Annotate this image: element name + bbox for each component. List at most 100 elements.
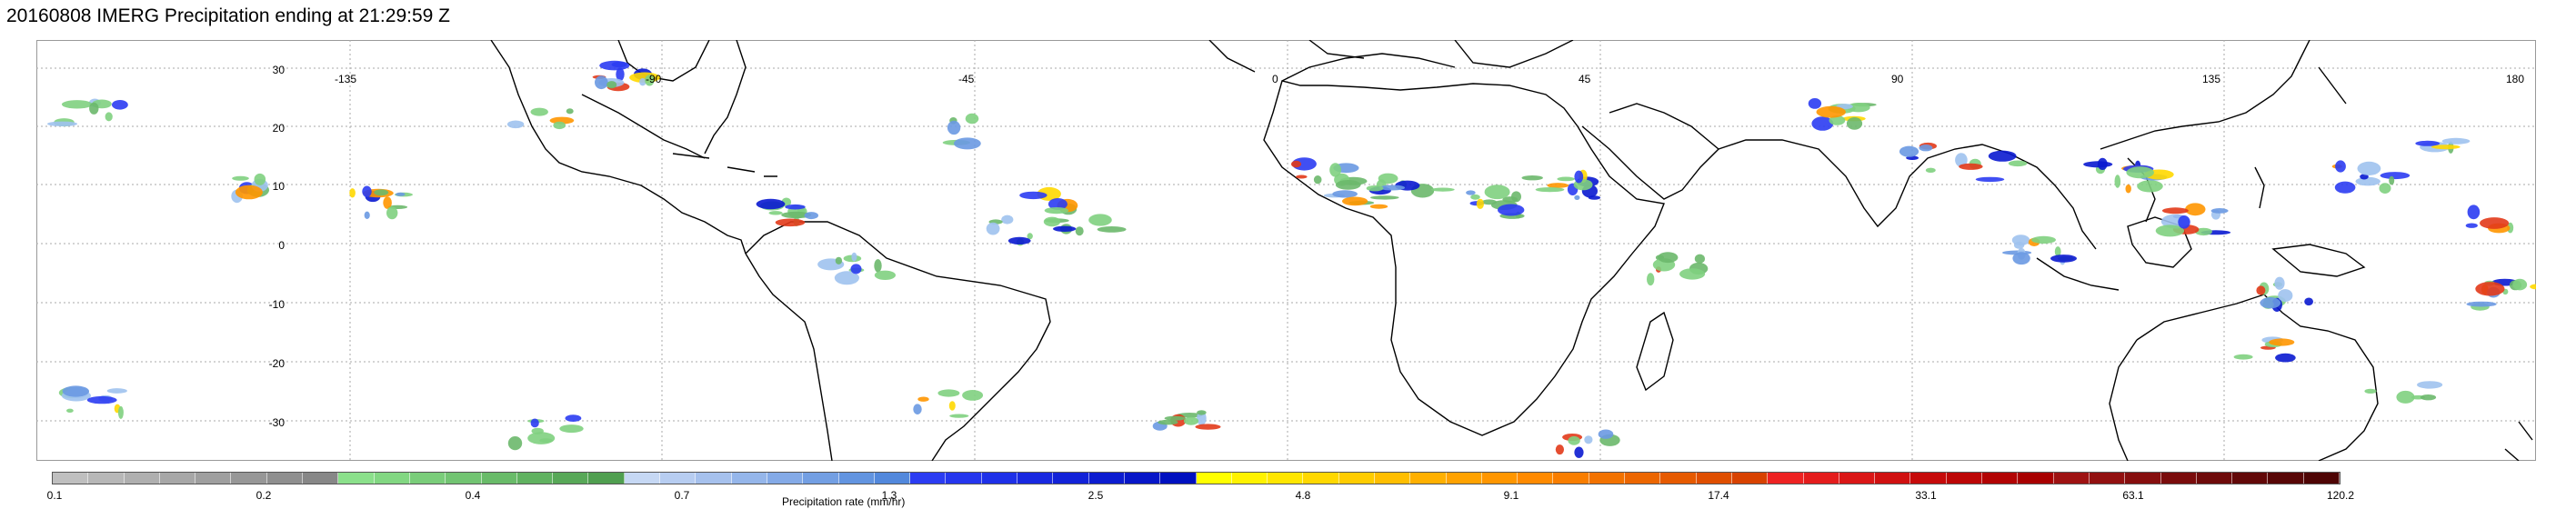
precipitation-cell [1925, 167, 1936, 173]
precipitation-cell [1313, 175, 1322, 185]
precipitation-cell [1658, 252, 1679, 264]
precipitation-cell [1694, 254, 1705, 264]
precipitation-cell [986, 222, 1000, 235]
colorbar-cell [1660, 473, 1697, 484]
colorbar-cell [981, 473, 1018, 484]
precipitation-cell [2431, 145, 2461, 150]
precipitation-cell [1555, 444, 1564, 455]
precipitation-cell [1574, 195, 1580, 200]
precipitation-cell [1342, 196, 1368, 206]
precipitation-cell [1296, 175, 1308, 179]
map-frame [36, 40, 2536, 461]
precipitation-cell [1019, 191, 1047, 200]
precipitation-cell [2233, 354, 2253, 360]
precipitation-cell [254, 173, 266, 185]
precipitation-cell [1547, 183, 1569, 188]
map-gridlines [36, 40, 2536, 461]
colorbar-cell [1982, 473, 2019, 484]
precipitation-cell [1679, 268, 1706, 280]
precipitation-cell [639, 78, 647, 86]
colorbar-tick: 33.1 [1915, 489, 1937, 502]
coastlines [490, 40, 2533, 461]
precipitation-cell [2269, 338, 2295, 346]
precipitation-cell [2008, 160, 2028, 167]
precipitation-cell [1466, 190, 1476, 195]
precipitation-cell [2512, 278, 2528, 291]
precipitation-cell [89, 102, 99, 115]
precipitation-cell [559, 424, 584, 434]
precipitation-cell [850, 264, 862, 274]
coastline-europe [1308, 40, 1574, 68]
precipitation-cell [530, 107, 548, 116]
colorbar-cell [1553, 473, 1589, 484]
precipitation-cell [1075, 226, 1084, 236]
precipitation-cell [2417, 381, 2443, 389]
precipitation-cell [2097, 157, 2108, 170]
precipitation-cell [2396, 390, 2415, 404]
precipitation-cell [2441, 137, 2471, 145]
lat-label-10n: 10 [272, 180, 285, 193]
precipitation-cell [781, 211, 812, 219]
colorbar-cell [374, 473, 410, 484]
colorbar-tick: 1.3 [881, 489, 897, 502]
precipitation-cell [874, 259, 882, 273]
precipitation-cell [1366, 185, 1384, 192]
colorbar-label: Precipitation rate (mm/hr) [782, 495, 906, 508]
colorbar-cell [481, 473, 517, 484]
precipitation-cell [539, 438, 553, 443]
colorbar-cell [124, 473, 160, 484]
precipitation-cell [949, 414, 969, 418]
colorbar-tick: 120.2 [2326, 489, 2355, 502]
precipitation-cell [106, 388, 127, 394]
precipitation-cell [374, 189, 389, 196]
colorbar-cell [910, 473, 947, 484]
colorbar-cell [803, 473, 839, 484]
precipitation-cell [2364, 388, 2377, 394]
colorbar-cell [2018, 473, 2054, 484]
precipitation-cell [965, 113, 979, 125]
precipitation-cell [954, 137, 981, 150]
precipitation-cell [1370, 195, 1399, 200]
colorbar-cell [588, 473, 625, 484]
colorbar-cell [2160, 473, 2197, 484]
precipitation-cell [86, 395, 117, 404]
colorbar-cell [838, 473, 875, 484]
precipitation-cell [2335, 160, 2346, 173]
precipitation-cell [1484, 185, 1510, 200]
colorbar-cell [159, 473, 196, 484]
colorbar [52, 472, 2340, 484]
precipitation-cell [2475, 282, 2505, 296]
precipitation-cell [768, 211, 783, 215]
precipitation-cell [1329, 163, 1341, 177]
precipitation-cell [1521, 175, 1543, 181]
precipitation-cell [2389, 175, 2395, 185]
precipitation-cell [937, 389, 960, 397]
precipitation-cell [834, 271, 860, 285]
precipitation-map [36, 40, 2536, 461]
precipitation-cell [756, 198, 786, 210]
precipitation-cell [1088, 214, 1112, 226]
lat-label-equator: 0 [278, 239, 285, 252]
precipitation-cell [565, 414, 582, 422]
colorbar-cell [2053, 473, 2090, 484]
precipitation-cell [507, 436, 523, 451]
precipitation-cell [1919, 145, 1933, 152]
colorbar-cell [1303, 473, 1339, 484]
precipitation-cell [1846, 103, 1870, 113]
colorbar-cell [767, 473, 804, 484]
precipitation-field [46, 60, 2536, 458]
coastline-new-zealand [2504, 421, 2533, 461]
colorbar-cell [2089, 473, 2126, 484]
precipitation-cell [1164, 415, 1186, 421]
colorbar-cell [1910, 473, 1947, 484]
colorbar-cell [1875, 473, 1911, 484]
precipitation-cell [566, 108, 574, 115]
precipitation-cell [645, 75, 655, 86]
precipitation-cell [530, 418, 539, 428]
colorbar-cell [88, 473, 125, 484]
precipitation-cell [1557, 176, 1575, 182]
precipitation-cell [66, 408, 74, 413]
precipitation-cell [1043, 216, 1061, 227]
precipitation-cell [1811, 116, 1834, 131]
precipitation-cell [1332, 190, 1358, 198]
